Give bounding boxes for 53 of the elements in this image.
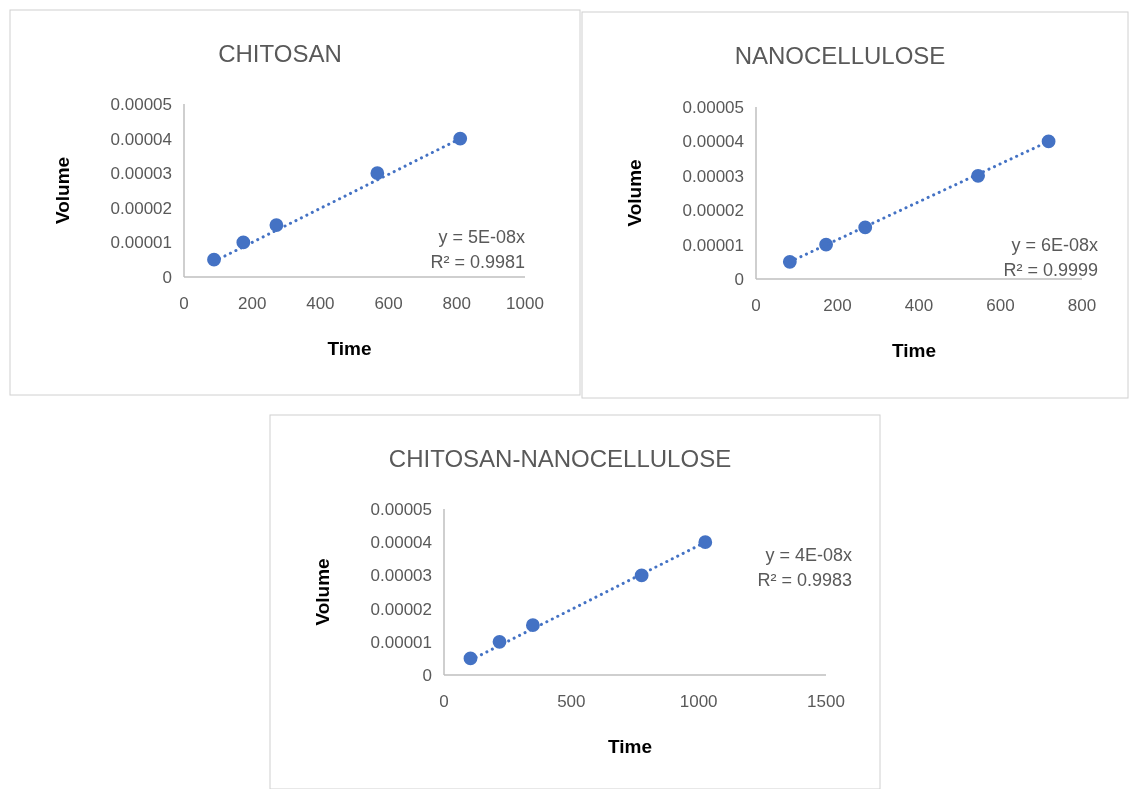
y-tick-label: 0.00003: [682, 166, 744, 186]
y-tick-label: 0.00001: [370, 632, 432, 652]
y-tick-label: 0.00004: [110, 129, 172, 149]
y-tick-label: 0.00002: [110, 198, 172, 218]
y-axis-title: Volume: [312, 558, 333, 626]
annotation: R² = 0.9981: [430, 252, 525, 272]
chart-title: NANOCELLULOSE: [734, 42, 946, 69]
point: [698, 535, 713, 550]
annotation: y = 4E-08x: [765, 545, 852, 565]
x-tick-label: 400: [904, 296, 934, 315]
y-axis-title: Volume: [52, 156, 73, 225]
y-tick-label: 0.00004: [682, 132, 744, 152]
y-tick-label: 0: [162, 267, 172, 287]
annotation: y = 6E-08x: [1011, 235, 1098, 255]
x-axis-title: Time: [607, 736, 653, 757]
x-tick-label: 1500: [807, 692, 845, 711]
y-tick-label: 0.00001: [110, 233, 172, 253]
y-tick-label: 0.00003: [110, 164, 172, 184]
x-axis-title: Time: [327, 338, 372, 359]
x-axis-title: Time: [891, 340, 937, 361]
x-tick-label: 500: [557, 692, 586, 711]
point: [453, 131, 468, 146]
x-tick-label: 1000: [506, 294, 544, 313]
y-axis-title: Volume: [624, 159, 645, 227]
chart-title: CHITOSAN-NANOCELLULOSE: [388, 445, 732, 472]
point: [370, 166, 385, 181]
y-tick-label: 0: [734, 269, 744, 289]
annotation: R² = 0.9983: [757, 570, 852, 590]
y-tick-label: 0.00005: [682, 97, 744, 117]
x-tick-label: 600: [986, 296, 1015, 315]
x-tick-label: 0: [179, 294, 189, 313]
annotation: R² = 0.9999: [1003, 260, 1098, 280]
point: [525, 618, 540, 633]
annotation: y = 5E-08x: [438, 227, 525, 247]
y-tick-label: 0.00002: [370, 599, 432, 619]
y-tick-label: 0.00005: [110, 94, 172, 114]
x-tick-label: 200: [823, 296, 852, 315]
chart-title: CHITOSAN: [218, 40, 342, 67]
x-tick-label: 400: [306, 294, 335, 313]
y-tick-label: 0.00003: [370, 566, 432, 586]
x-tick-label: 600: [374, 294, 403, 313]
x-tick-label: 200: [238, 294, 267, 313]
y-tick-label: 0.00004: [370, 533, 432, 553]
y-tick-label: 0.00005: [370, 499, 432, 519]
y-tick-label: 0.00002: [682, 201, 744, 221]
y-tick-label: 0: [422, 665, 432, 685]
y-tick-label: 0.00001: [682, 235, 744, 255]
x-tick-label: 1000: [679, 692, 718, 711]
point: [1041, 134, 1056, 149]
x-tick-label: 800: [442, 294, 471, 313]
x-tick-label: 0: [439, 692, 449, 711]
x-tick-label: 0: [751, 296, 761, 315]
x-tick-label: 800: [1067, 296, 1097, 315]
